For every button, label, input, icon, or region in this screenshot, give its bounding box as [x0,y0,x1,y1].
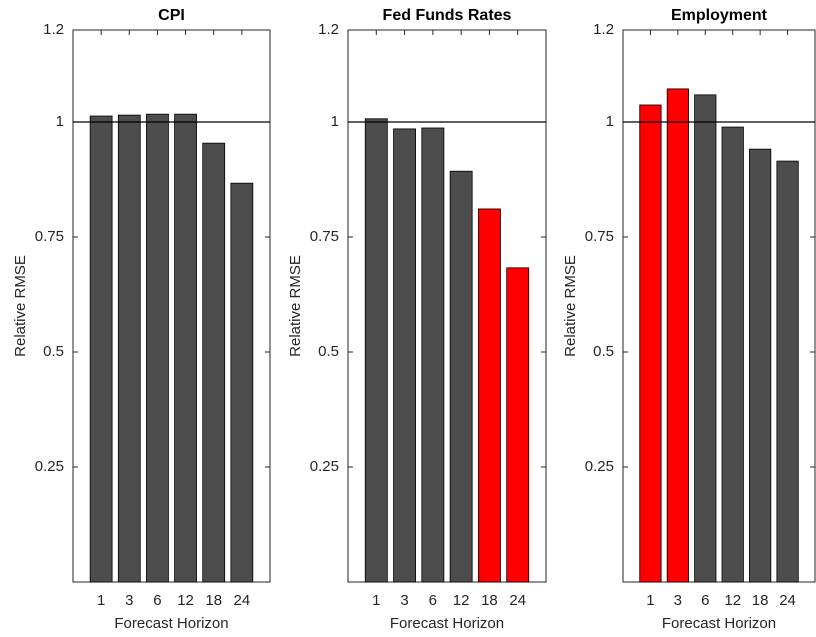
chart-title: CPI [158,7,185,24]
y-tick-label: 1 [606,113,614,130]
y-axis-label: Relative RMSE [12,255,29,357]
y-tick-label: 0.25 [35,458,64,475]
bar [639,104,662,583]
bar [174,113,197,583]
y-tick-label: 1 [56,113,64,130]
bar [477,208,501,583]
y-tick-label: 0.5 [318,343,339,360]
x-tick-label: 24 [779,592,796,609]
y-tick-label: 0.5 [593,343,614,360]
x-tick-label: 12 [453,592,470,609]
bar [421,127,445,583]
y-tick-label: 0.5 [43,343,64,360]
bar [202,142,226,583]
chart-title: Fed Funds Rates [383,7,512,24]
y-tick-label: 1 [331,113,339,130]
bar [89,115,113,583]
bar [146,113,169,583]
x-tick-label: 12 [724,592,741,609]
x-axis-label: Forecast Horizon [114,615,228,632]
x-tick-label: 1 [97,592,105,609]
bar [117,114,141,583]
y-tick-label: 0.75 [310,228,339,245]
x-tick-label: 24 [509,592,526,609]
x-tick-label: 6 [429,592,437,609]
x-axis-label: Forecast Horizon [662,615,776,632]
y-tick-label: 1.2 [318,21,339,38]
x-tick-label: 6 [701,592,709,609]
x-tick-label: 12 [177,592,194,609]
x-tick-label: 18 [481,592,498,609]
bar [694,94,717,583]
bar [230,182,254,583]
x-tick-label: 18 [205,592,222,609]
bar [721,126,744,583]
y-tick-label: 0.75 [35,228,64,245]
y-axis-label: Relative RMSE [562,255,579,357]
bar [393,128,417,583]
y-axis-label: Relative RMSE [287,255,304,357]
bar [506,267,530,583]
x-tick-label: 1 [646,592,654,609]
chart-title: Employment [671,7,768,24]
x-tick-label: 3 [674,592,682,609]
x-tick-label: 6 [153,592,161,609]
x-axis-label: Forecast Horizon [390,615,504,632]
y-tick-label: 0.75 [585,228,614,245]
x-tick-label: 24 [234,592,251,609]
x-tick-label: 3 [400,592,408,609]
bar [776,160,799,583]
y-tick-label: 1.2 [43,21,64,38]
x-tick-label: 3 [125,592,133,609]
x-tick-label: 1 [372,592,380,609]
y-tick-label: 0.25 [310,458,339,475]
y-tick-label: 0.25 [585,458,614,475]
y-tick-label: 1.2 [593,21,614,38]
bar [749,148,772,583]
bar [364,118,388,583]
bar [449,170,473,583]
bar [666,88,689,583]
x-tick-label: 18 [752,592,769,609]
